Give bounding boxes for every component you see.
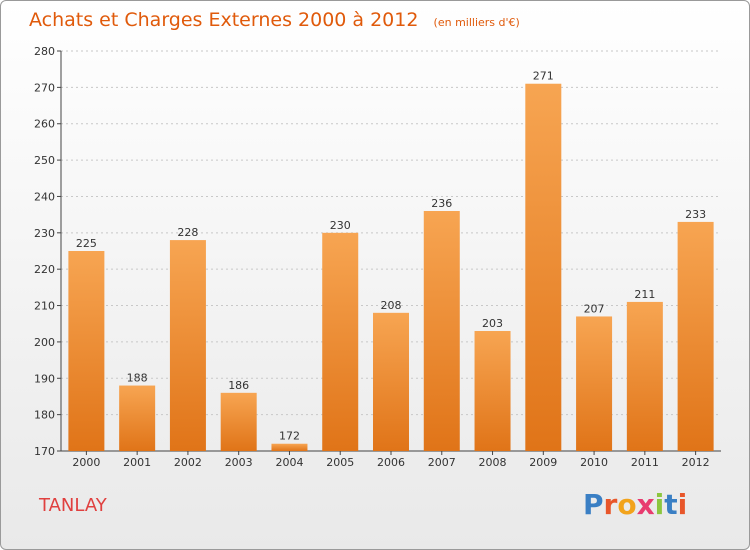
commune-name: TANLAY <box>39 495 107 516</box>
x-tick-label: 2001 <box>123 456 151 469</box>
brand-letter: o <box>617 488 637 521</box>
data-label: 186 <box>228 379 249 392</box>
bar <box>474 331 511 451</box>
bar <box>373 312 409 451</box>
data-label: 271 <box>533 70 554 83</box>
y-tick-label: 220 <box>34 263 55 276</box>
y-tick-label: 190 <box>34 372 55 385</box>
data-label: 172 <box>279 430 300 443</box>
data-label: 228 <box>177 226 198 239</box>
y-tick-label: 180 <box>34 409 55 422</box>
x-tick-label: 2009 <box>529 456 557 469</box>
brand-letter: P <box>583 488 604 521</box>
proxiti-logo: Proxiti <box>583 488 687 521</box>
data-label: 207 <box>584 302 605 315</box>
x-tick-label: 2002 <box>174 456 202 469</box>
x-tick-label: 2000 <box>72 456 100 469</box>
x-tick-label: 2003 <box>225 456 253 469</box>
y-tick-label: 200 <box>34 336 55 349</box>
brand-letter: i <box>654 488 665 521</box>
brand-letter: x <box>636 488 655 521</box>
x-tick-label: 2010 <box>580 456 608 469</box>
chart-title: Achats et Charges Externes 2000 à 2012 <box>29 9 419 31</box>
data-label: 225 <box>76 237 97 250</box>
data-label: 236 <box>431 197 452 210</box>
bar <box>626 301 663 451</box>
bar <box>220 392 257 451</box>
data-label: 233 <box>685 208 706 221</box>
bar <box>169 240 206 451</box>
x-tick-label: 2007 <box>428 456 456 469</box>
bar <box>271 443 308 451</box>
bar <box>576 316 613 451</box>
bar <box>677 221 714 451</box>
brand-letter: t <box>664 488 678 521</box>
bar <box>525 83 562 452</box>
chart-subtitle: (en milliers d'€) <box>433 16 520 29</box>
bar <box>119 385 156 451</box>
brand-letter: i <box>677 488 688 521</box>
data-label: 203 <box>482 317 503 330</box>
data-label: 230 <box>330 219 351 232</box>
data-label: 188 <box>127 372 148 385</box>
bar <box>423 211 460 451</box>
y-tick-label: 170 <box>34 445 55 458</box>
x-tick-label: 2011 <box>631 456 659 469</box>
chart-title-row: Achats et Charges Externes 2000 à 2012 (… <box>29 9 520 31</box>
x-tick-label: 2012 <box>682 456 710 469</box>
bar <box>68 251 105 451</box>
y-tick-label: 250 <box>34 154 55 167</box>
x-tick-label: 2006 <box>377 456 405 469</box>
x-tick-label: 2008 <box>479 456 507 469</box>
data-label: 208 <box>381 299 402 312</box>
y-tick-label: 240 <box>34 190 55 203</box>
brand-letter: r <box>603 488 618 521</box>
y-tick-label: 270 <box>34 81 55 94</box>
y-tick-label: 210 <box>34 300 55 313</box>
x-tick-label: 2004 <box>275 456 303 469</box>
y-tick-label: 230 <box>34 227 55 240</box>
data-label: 211 <box>634 288 655 301</box>
y-tick-label: 260 <box>34 118 55 131</box>
y-tick-label: 280 <box>34 45 55 58</box>
x-tick-label: 2005 <box>326 456 354 469</box>
bar <box>322 232 359 451</box>
